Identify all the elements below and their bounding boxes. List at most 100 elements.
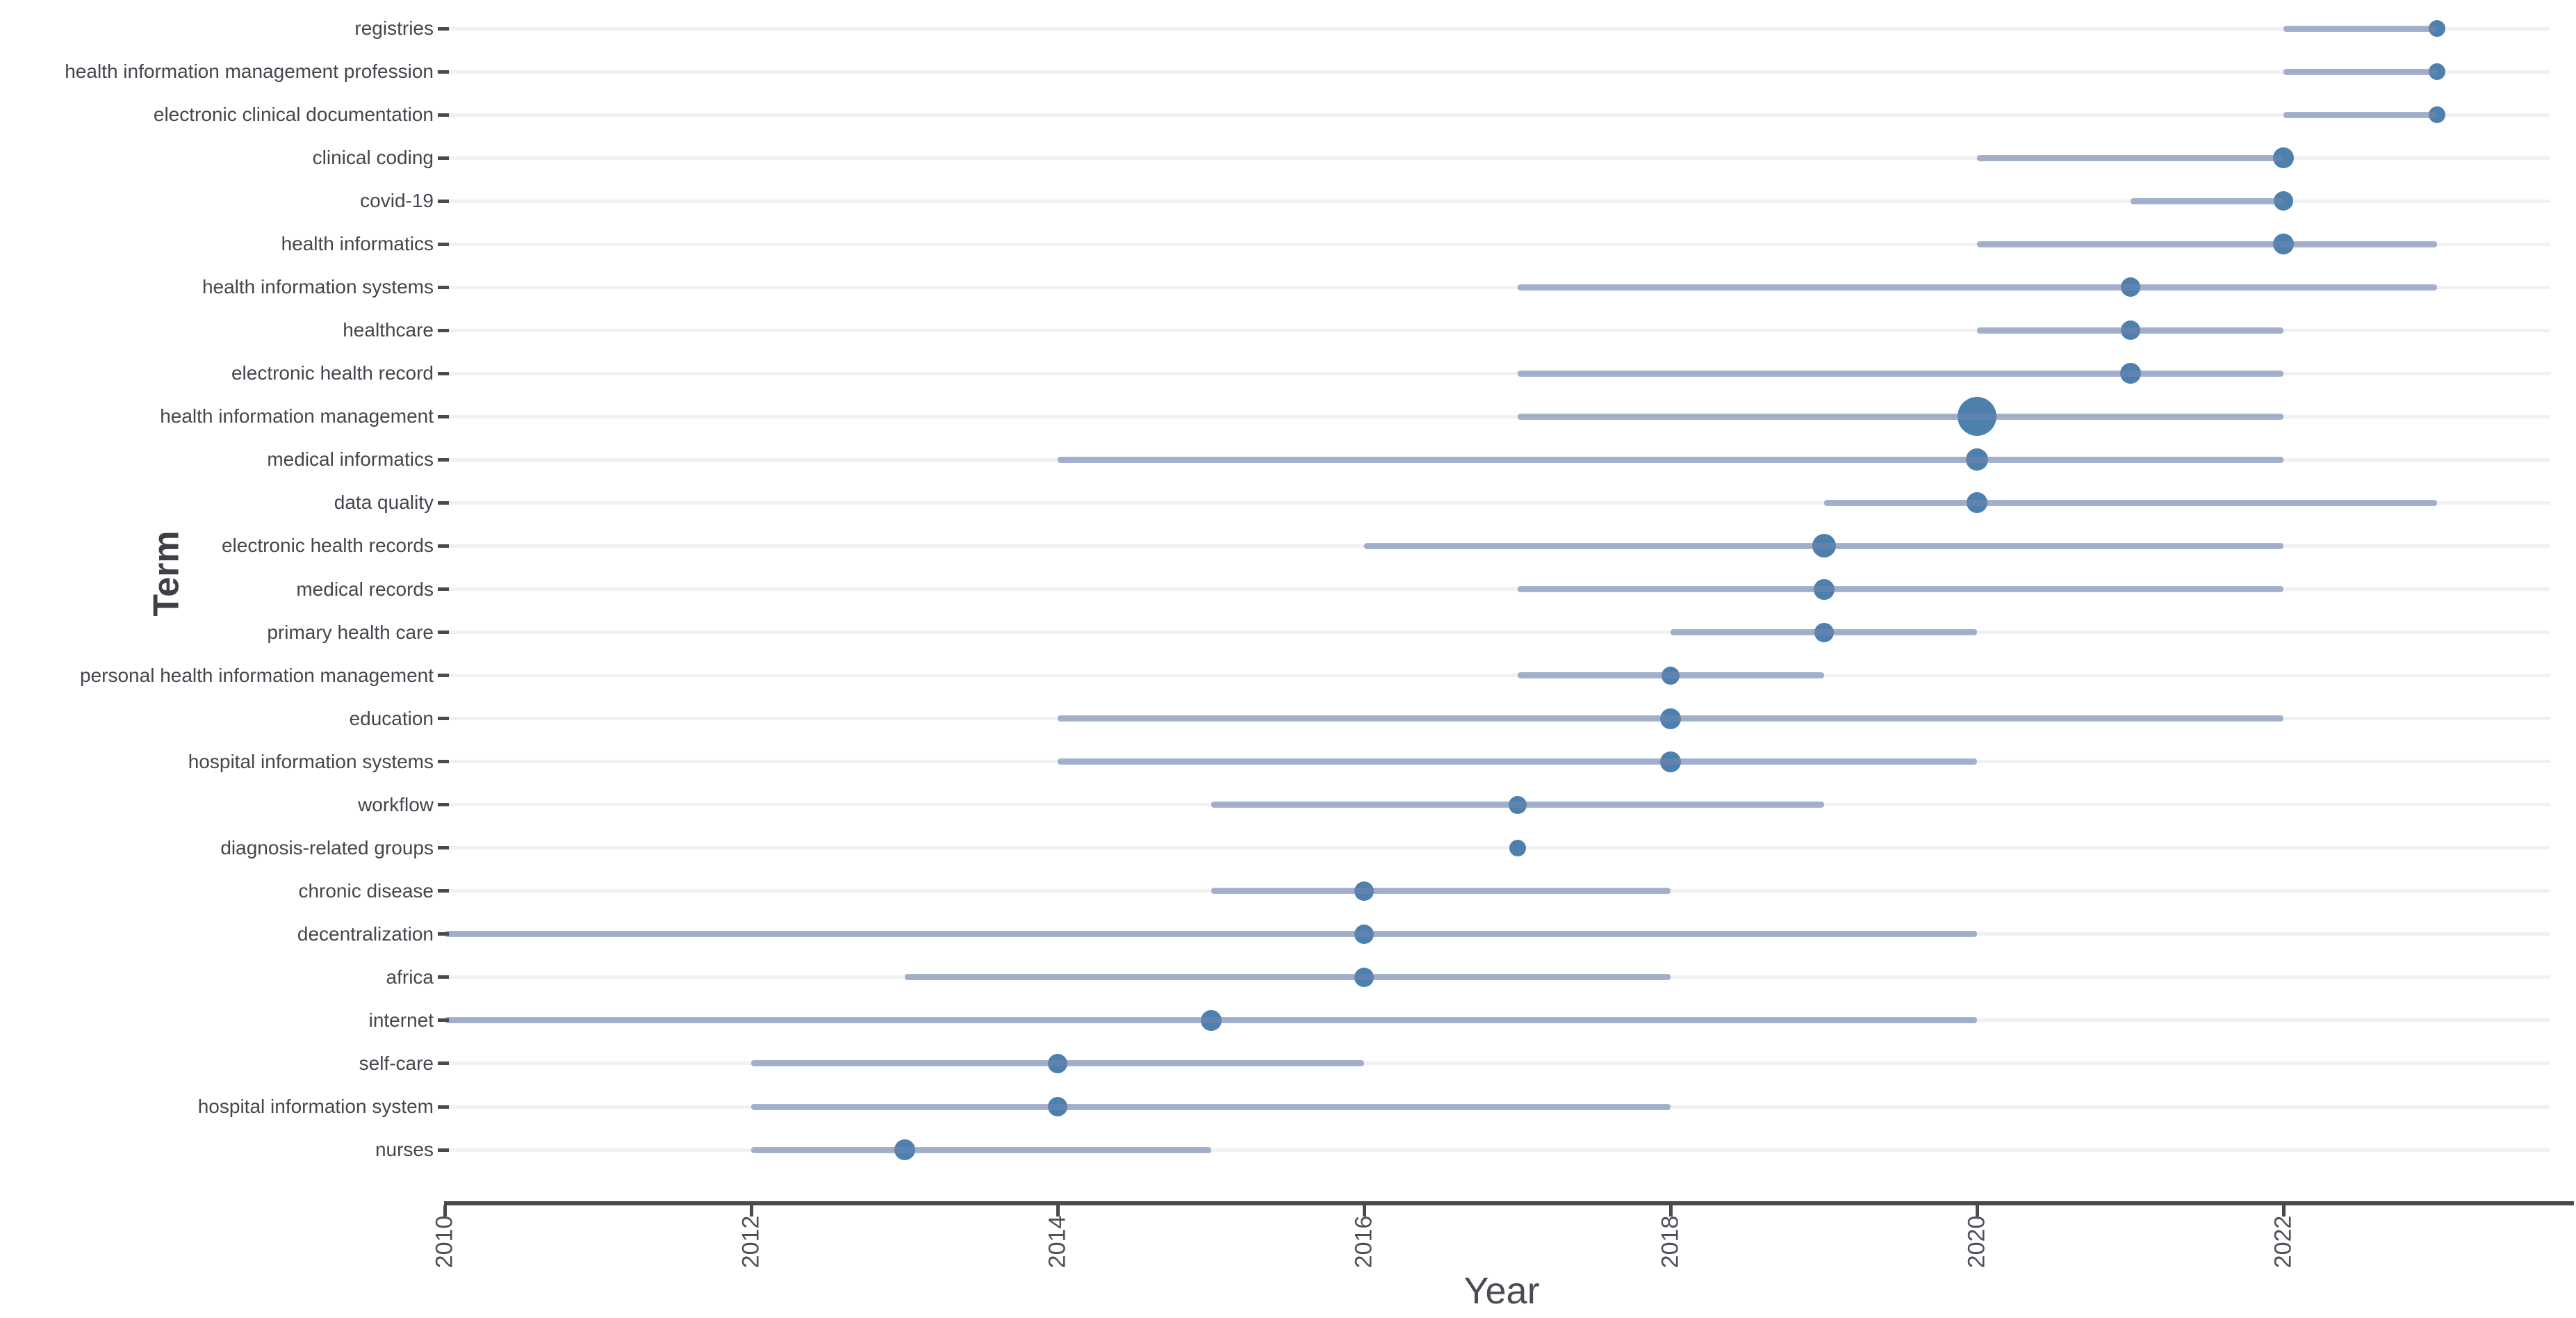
y-axis-label: hospital information system (197, 1096, 434, 1117)
y-tick-mark (438, 457, 449, 462)
x-tick-label: 2010 (396, 1193, 493, 1290)
y-axis-label: medical records (296, 578, 434, 600)
data-range-line (1517, 370, 2283, 377)
x-tick-label: 2014 (1009, 1193, 1106, 1290)
y-tick-mark (438, 156, 449, 160)
y-axis-label: diagnosis-related groups (220, 836, 434, 859)
row-gridline (445, 371, 2550, 375)
y-tick-mark (438, 501, 449, 505)
y-tick-mark (438, 544, 449, 548)
x-tick-label: 2022 (2235, 1193, 2332, 1290)
data-range-line (1977, 241, 2437, 247)
x-tick-label-text: 2010 (431, 1215, 458, 1268)
x-tick-mark (1975, 1205, 1979, 1217)
data-range-line (2283, 25, 2437, 32)
y-tick-mark (438, 199, 449, 203)
y-tick-mark (438, 371, 449, 375)
y-tick-mark (438, 414, 449, 418)
y-tick-mark (438, 242, 449, 246)
y-tick-mark (438, 1148, 449, 1152)
y-tick-mark (438, 803, 449, 807)
x-tick-label-text: 2012 (737, 1215, 764, 1268)
y-axis-label: health information management (160, 405, 434, 428)
row-gridline (445, 674, 2550, 678)
data-range-line (2283, 111, 2437, 118)
x-tick-mark (1056, 1205, 1060, 1217)
data-range-line (1823, 499, 2437, 506)
y-axis-label: electronic clinical documentation (153, 104, 434, 126)
y-tick-mark (438, 760, 449, 764)
x-tick-label-text: 2014 (1044, 1215, 1071, 1268)
data-range-line (751, 1103, 1671, 1110)
data-range-line (2130, 197, 2283, 204)
y-axis-label: education (349, 707, 434, 729)
y-axis-label: internet (368, 1009, 434, 1031)
x-tick-mark (443, 1205, 447, 1217)
x-tick-mark (1362, 1205, 1366, 1217)
y-tick-mark (438, 889, 449, 893)
y-tick-mark (438, 70, 449, 74)
y-axis-label: healthcare (343, 319, 434, 341)
data-range-line (1058, 715, 2283, 722)
data-range-line (1517, 672, 1824, 679)
data-range-line (1211, 802, 1824, 808)
row-gridline (445, 587, 2550, 592)
row-gridline (445, 1148, 2550, 1152)
row-gridline (445, 242, 2550, 246)
y-tick-mark (438, 587, 449, 592)
y-tick-mark (438, 674, 449, 678)
y-axis-label: data quality (334, 491, 434, 514)
y-axis-label: decentralization (297, 922, 434, 945)
x-tick-mark (2281, 1205, 2286, 1217)
y-tick-mark (438, 285, 449, 289)
row-gridline (445, 846, 2550, 850)
row-gridline (445, 70, 2550, 74)
y-tick-mark (438, 1018, 449, 1023)
y-axis-label: registries (354, 17, 434, 39)
row-gridline (445, 630, 2550, 635)
y-axis-label: clinical coding (312, 147, 434, 169)
y-axis-label: workflow (358, 793, 434, 815)
data-range-line (1517, 586, 2283, 593)
y-axis-label: primary health care (267, 621, 434, 643)
row-gridline (445, 26, 2550, 31)
x-tick-mark (1668, 1205, 1673, 1217)
data-range-line (751, 1146, 1211, 1153)
x-tick-label: 2020 (1928, 1193, 2026, 1290)
x-axis-line (444, 1201, 2574, 1205)
y-tick-mark (438, 1105, 449, 1109)
y-axis-label: electronic health records (221, 535, 434, 557)
y-tick-mark (438, 26, 449, 31)
y-axis-label: africa (386, 966, 434, 988)
x-tick-label: 2012 (703, 1193, 800, 1290)
y-tick-mark (438, 975, 449, 979)
row-gridline (445, 414, 2550, 418)
x-tick-label-text: 2020 (1963, 1215, 1990, 1268)
y-axis-label: electronic health record (231, 362, 434, 384)
y-axis-label: health information management profession (65, 60, 434, 83)
y-tick-mark (438, 846, 449, 850)
data-range-line (904, 974, 1671, 981)
row-gridline (445, 156, 2550, 160)
data-range-line (445, 931, 1977, 938)
data-range-line (1364, 542, 2283, 549)
data-range-line (1211, 888, 1671, 895)
row-gridline (445, 199, 2550, 203)
x-axis-title-text: Year (1463, 1270, 1540, 1312)
row-gridline (445, 328, 2550, 332)
x-tick-label-text: 2016 (1350, 1215, 1377, 1268)
y-axis-label: covid-19 (360, 190, 434, 212)
y-axis-label: medical informatics (267, 448, 434, 471)
data-range-line (1058, 456, 2283, 463)
data-range-line (2283, 68, 2437, 75)
y-axis-label: chronic disease (298, 879, 434, 902)
data-range-line (1977, 154, 2283, 161)
y-axis-title-text: Term (146, 530, 187, 617)
row-gridline (445, 501, 2550, 505)
y-axis-label: self-care (359, 1052, 434, 1074)
x-axis-title: Year (1363, 1267, 1641, 1315)
data-point-dot (1509, 839, 1526, 856)
y-tick-mark (438, 717, 449, 721)
